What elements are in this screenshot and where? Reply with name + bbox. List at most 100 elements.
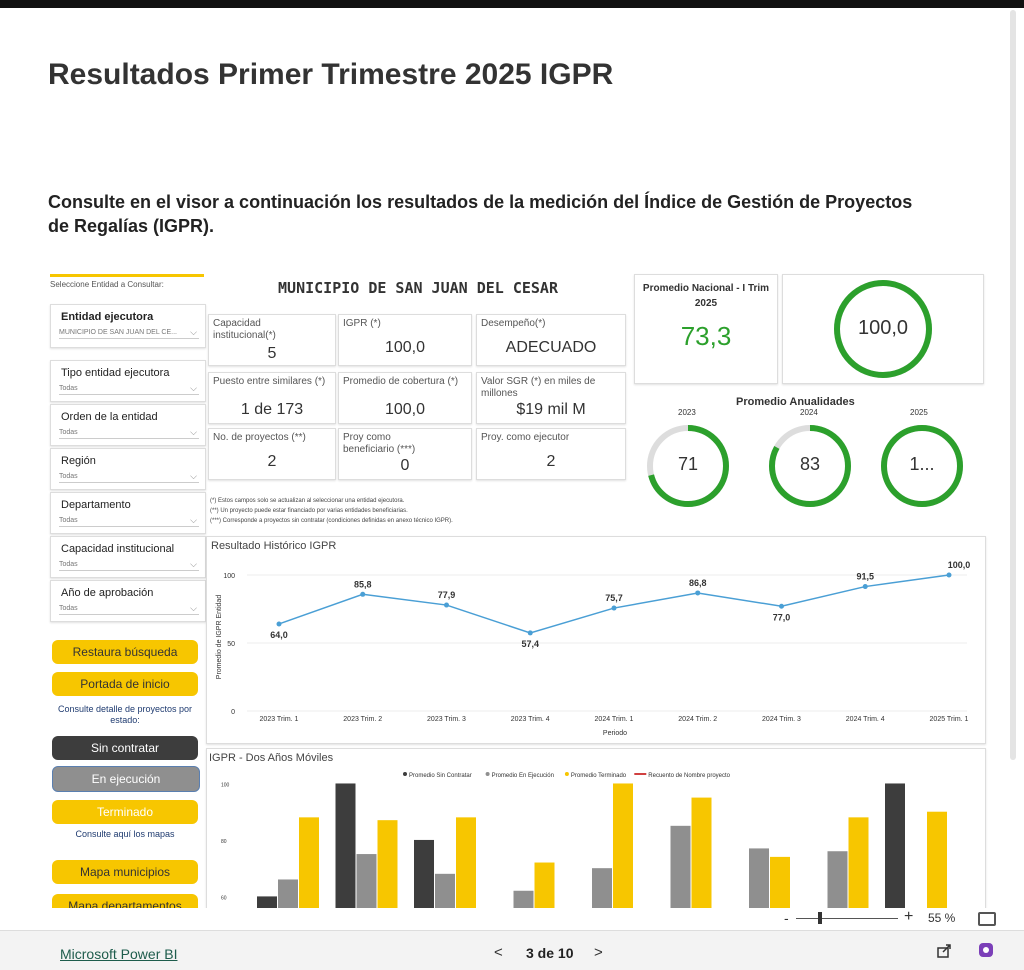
y-axis-label: Promedio de IGPR Entidad (216, 595, 223, 680)
copilot-icon[interactable] (978, 942, 994, 958)
chevron-down-icon[interactable]: ⌵ (190, 559, 197, 569)
filter-title: Capacidad institucional (61, 543, 175, 555)
data-label: 77,9 (438, 590, 456, 600)
filter-value[interactable]: Todas (59, 561, 199, 571)
kpi-card: Proy. como ejecutor 2 (476, 428, 626, 480)
bar-chart: Promedio Sin Contratar Promedio En Ejecuc… (221, 772, 947, 908)
prev-page-button[interactable]: < (494, 944, 503, 961)
chevron-down-icon[interactable]: ⌵ (190, 471, 197, 481)
powerbi-link[interactable]: Microsoft Power BI (60, 946, 178, 962)
kpi-card: Capacidad institucional(*) 5 (208, 314, 336, 366)
bar-gray (827, 851, 848, 908)
kpi-value: 2 (267, 453, 277, 470)
share-icon[interactable] (936, 943, 952, 959)
home-button[interactable]: Portada de inicio (52, 672, 198, 696)
data-label: 86,8 (689, 578, 707, 588)
filter-departamento[interactable]: Departamento Todas ⌵ (50, 492, 206, 534)
chevron-down-icon[interactable]: ⌵ (190, 515, 197, 525)
kpi-label: Valor SGR (*) en miles de millones (481, 376, 596, 399)
filter-ano-aprobacion[interactable]: Año de aprobación Todas ⌵ (50, 580, 206, 622)
zoom-out-button[interactable]: - (784, 910, 789, 926)
kpi-label: Proy como beneficiario (***) (343, 432, 416, 455)
kpi-label: Proy. como ejecutor (481, 432, 570, 443)
bar-dark (335, 783, 356, 908)
kpi-label: IGPR (*) (343, 318, 381, 329)
x-tick-label: 2025 Trim. 1 (930, 716, 969, 723)
y-tick-label: 0 (231, 709, 235, 716)
y-tick-label: 50 (227, 641, 235, 648)
status-sin-contratar-button[interactable]: Sin contratar (52, 736, 198, 760)
annual-gauge-arc (647, 425, 729, 507)
legend-marker (564, 772, 569, 776)
x-tick-label: 2023 Trim. 4 (511, 716, 550, 723)
filter-value[interactable]: Todas (59, 429, 199, 439)
status-en-ejecucion-button[interactable]: En ejecución (52, 766, 200, 792)
bar-gray (513, 890, 534, 908)
legend-label: Promedio Terminado (571, 773, 627, 779)
page-title: Resultados Primer Trimestre 2025 IGPR (48, 58, 614, 91)
annual-value: 1... (909, 454, 935, 474)
x-tick-label: 2023 Trim. 1 (260, 716, 299, 723)
filter-tipo-entidad[interactable]: Tipo entidad ejecutora Todas ⌵ (50, 360, 206, 402)
entity-name: MUNICIPIO DE SAN JUAN DEL CESAR (278, 279, 558, 297)
data-point (276, 621, 282, 627)
map-municipios-button[interactable]: Mapa municipios (52, 860, 198, 884)
filter-orden-entidad[interactable]: Orden de la entidad Todas ⌵ (50, 404, 206, 446)
y-tick-label: 60 (221, 895, 227, 901)
legend-label: Promedio En Ejecución (492, 773, 554, 779)
data-label: 57,4 (521, 639, 539, 649)
data-label: 91,5 (856, 572, 874, 582)
powerbi-footer: Microsoft Power BI < 3 de 10 > (0, 930, 1024, 970)
bar-gray (592, 868, 612, 908)
chevron-down-icon[interactable]: ⌵ (190, 383, 197, 393)
zoom-value: 55 % (928, 911, 956, 925)
filter-entidad-ejecutora[interactable]: Entidad ejecutora MUNICIPIO DE SAN JUAN … (50, 304, 206, 348)
filter-value[interactable]: Todas (59, 605, 199, 615)
kpi-value: 100,0 (384, 339, 426, 356)
filter-region[interactable]: Región Todas ⌵ (50, 448, 206, 490)
legend-marker (403, 772, 407, 776)
series-line (278, 574, 950, 634)
kpi-value: 0 (400, 457, 410, 474)
filter-value[interactable]: Todas (59, 473, 199, 483)
data-label: 77,0 (773, 612, 791, 622)
map-departamentos-button[interactable]: Mapa departamentos (52, 894, 198, 908)
zoom-slider-track[interactable] (796, 918, 898, 919)
kpi-label: Desempeño(*) (481, 318, 546, 329)
page-subtitle: Consulte en el visor a continuación los … (48, 192, 913, 236)
kpi-value: 1 de 173 (240, 401, 304, 418)
fit-to-page-icon[interactable] (978, 912, 996, 926)
bar-yellow (848, 817, 869, 908)
chevron-down-icon[interactable]: ⌵ (190, 603, 197, 613)
data-label: 100,0 (948, 560, 971, 570)
data-label: 75,7 (605, 593, 623, 603)
national-average-value: 73,3 (680, 321, 732, 351)
national-average-card: Promedio Nacional - I Trim 2025 73,3 (634, 274, 778, 384)
zoom-slider-handle[interactable] (818, 912, 822, 924)
top-bar (0, 0, 1024, 8)
filter-title: Región (61, 455, 96, 467)
scrollbar[interactable] (1010, 10, 1016, 760)
bar-dark (257, 896, 277, 908)
bar-gray (749, 848, 769, 908)
y-tick-label: 100 (223, 573, 235, 580)
chevron-down-icon[interactable]: ⌵ (190, 327, 197, 337)
filter-capacidad[interactable]: Capacidad institucional Todas ⌵ (50, 536, 206, 578)
kpi-label: Capacidad institucional(*) (213, 318, 276, 341)
restore-search-button[interactable]: Restaura búsqueda (52, 640, 198, 664)
bar-yellow (927, 811, 947, 908)
chevron-down-icon[interactable]: ⌵ (190, 427, 197, 437)
kpi-label: Promedio de cobertura (*) (343, 376, 459, 387)
next-page-button[interactable]: > (594, 944, 603, 961)
filter-value[interactable]: Todas (59, 385, 199, 395)
footnote: (*) Estos campos solo se actualizan al s… (210, 498, 405, 504)
status-terminado-button[interactable]: Terminado (52, 800, 198, 824)
zoom-in-button[interactable]: + (904, 908, 914, 925)
kpi-value: 5 (267, 345, 277, 362)
filter-value[interactable]: MUNICIPIO DE SAN JUAN DEL CE... (59, 329, 199, 339)
bar-yellow (534, 862, 555, 908)
data-point (444, 602, 449, 608)
filter-value[interactable]: Todas (59, 517, 199, 527)
page-indicator: 3 de 10 (526, 945, 574, 961)
filter-title: Entidad ejecutora (61, 311, 154, 323)
